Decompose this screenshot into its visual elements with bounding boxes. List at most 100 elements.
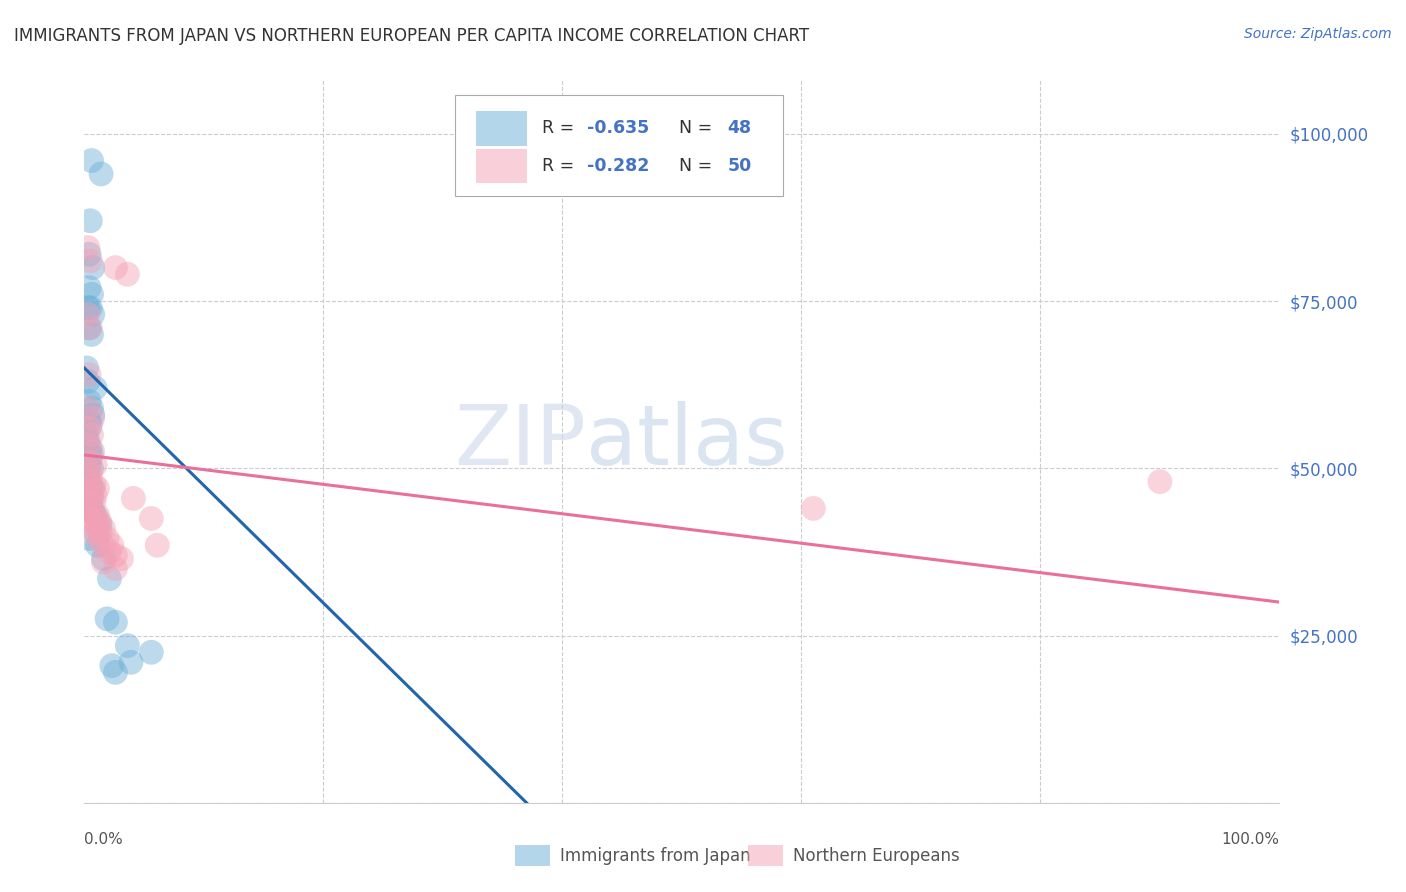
Point: [80, 448, 103, 462]
Point: [82, 482, 104, 496]
Text: R =: R =: [543, 157, 579, 175]
Point: [83, 494, 105, 508]
Point: [76, 454, 98, 469]
Point: [77, 501, 100, 516]
Point: [93, 555, 115, 569]
Point: [79, 467, 101, 482]
Point: [104, 615, 127, 630]
Point: [79, 320, 101, 334]
Point: [93, 538, 115, 552]
Point: [77, 320, 100, 334]
Text: 48: 48: [727, 120, 751, 137]
Text: N =: N =: [668, 157, 717, 175]
Point: [86, 518, 108, 533]
Point: [79, 478, 101, 492]
Text: ZIP: ZIP: [454, 401, 586, 482]
Point: [120, 655, 142, 669]
Point: [93, 551, 115, 566]
Point: [98, 545, 121, 559]
Point: [79, 417, 101, 432]
FancyBboxPatch shape: [456, 95, 783, 196]
Point: [77, 301, 100, 315]
Point: [84, 511, 107, 525]
Point: [96, 532, 118, 546]
Point: [79, 213, 101, 227]
Point: [77, 240, 100, 255]
Point: [117, 639, 139, 653]
Point: [122, 491, 145, 506]
Point: [77, 368, 100, 382]
Point: [77, 438, 100, 452]
Point: [82, 411, 104, 425]
Point: [82, 444, 104, 458]
Point: [101, 538, 124, 552]
Point: [84, 381, 107, 395]
Point: [77, 281, 100, 295]
Point: [77, 394, 100, 409]
Point: [86, 532, 108, 546]
Point: [77, 375, 100, 389]
Point: [77, 465, 100, 479]
Point: [141, 645, 163, 659]
Point: [82, 408, 104, 422]
Point: [146, 538, 169, 552]
Point: [77, 247, 100, 261]
Point: [77, 467, 100, 482]
FancyBboxPatch shape: [515, 845, 551, 866]
Text: IMMIGRANTS FROM JAPAN VS NORTHERN EUROPEAN PER CAPITA INCOME CORRELATION CHART: IMMIGRANTS FROM JAPAN VS NORTHERN EUROPE…: [14, 27, 810, 45]
Point: [76, 361, 98, 376]
Point: [77, 414, 100, 428]
Point: [77, 532, 100, 546]
Point: [89, 515, 111, 529]
Point: [96, 612, 118, 626]
Text: Source: ZipAtlas.com: Source: ZipAtlas.com: [1244, 27, 1392, 41]
Point: [77, 421, 100, 435]
Point: [84, 508, 107, 523]
Point: [80, 491, 103, 506]
Text: 50: 50: [727, 157, 752, 175]
Point: [86, 508, 108, 523]
Point: [80, 505, 103, 519]
Text: Immigrants from Japan: Immigrants from Japan: [560, 847, 751, 864]
Point: [90, 167, 112, 181]
Point: [77, 494, 100, 508]
Point: [101, 658, 124, 673]
Point: [83, 478, 105, 492]
Point: [93, 521, 115, 535]
Point: [110, 551, 132, 566]
Point: [86, 482, 108, 496]
Text: atlas: atlas: [586, 401, 787, 482]
Point: [77, 458, 100, 472]
Point: [84, 458, 107, 472]
Point: [84, 488, 107, 502]
Point: [77, 484, 100, 499]
Point: [803, 501, 825, 516]
Point: [79, 441, 101, 455]
Point: [80, 153, 103, 168]
Point: [82, 260, 104, 275]
Point: [80, 484, 103, 499]
Point: [104, 548, 127, 563]
Point: [84, 524, 107, 539]
Point: [76, 427, 98, 442]
Point: [117, 268, 139, 282]
Text: Northern Europeans: Northern Europeans: [793, 847, 960, 864]
FancyBboxPatch shape: [748, 845, 783, 866]
Point: [79, 498, 101, 512]
Point: [77, 448, 100, 462]
Point: [86, 538, 108, 552]
Point: [77, 454, 100, 469]
Point: [77, 478, 100, 492]
Point: [80, 287, 103, 301]
Point: [80, 401, 103, 416]
Point: [82, 518, 104, 533]
Text: R =: R =: [543, 120, 579, 137]
Point: [80, 461, 103, 475]
Point: [82, 307, 104, 321]
FancyBboxPatch shape: [477, 149, 527, 184]
Point: [104, 665, 127, 680]
Point: [1149, 475, 1171, 489]
Point: [79, 301, 101, 315]
Point: [104, 260, 127, 275]
Text: 0.0%: 0.0%: [84, 831, 124, 847]
